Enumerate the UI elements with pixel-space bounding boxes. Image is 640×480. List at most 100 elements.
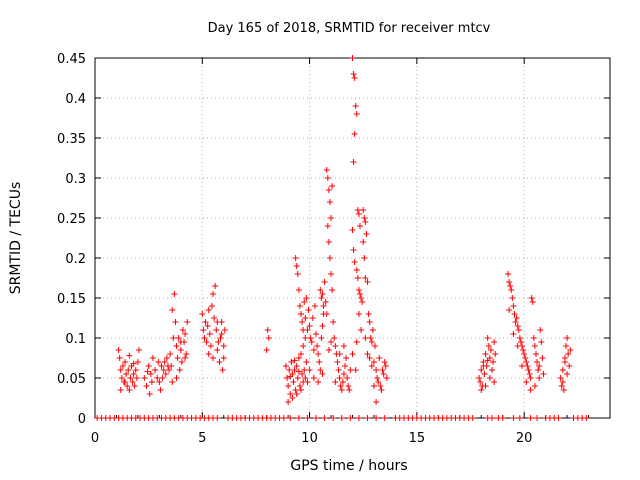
data-point — [200, 327, 207, 333]
data-point — [358, 327, 365, 333]
data-point — [343, 355, 350, 361]
data-point — [485, 343, 492, 349]
data-point — [350, 159, 357, 165]
data-point — [527, 415, 534, 421]
data-point — [351, 259, 358, 265]
data-point — [488, 367, 495, 373]
data-point — [301, 299, 308, 305]
data-point — [352, 367, 359, 373]
data-point — [506, 307, 513, 313]
data-point — [510, 331, 517, 337]
data-point — [353, 267, 360, 273]
data-point — [203, 339, 210, 345]
data-point — [263, 347, 270, 353]
data-point — [335, 367, 342, 373]
data-point — [133, 375, 140, 381]
data-point — [514, 343, 521, 349]
data-point — [135, 347, 142, 353]
data-point — [154, 375, 161, 381]
data-point — [159, 375, 166, 381]
data-point — [325, 347, 332, 353]
data-point — [480, 363, 487, 369]
data-point — [299, 319, 306, 325]
data-point — [505, 271, 512, 277]
data-point — [318, 335, 325, 341]
data-point — [536, 363, 543, 369]
data-point — [558, 383, 565, 389]
data-point — [328, 339, 335, 345]
data-point — [509, 295, 516, 301]
data-point — [175, 335, 182, 341]
data-point — [212, 283, 219, 289]
data-point — [306, 323, 313, 329]
data-point — [298, 351, 304, 357]
data-point — [510, 415, 517, 421]
data-point — [330, 415, 337, 421]
data-point — [372, 343, 379, 349]
data-point — [303, 359, 310, 365]
data-point — [149, 355, 156, 361]
data-point — [145, 363, 152, 369]
data-point — [302, 315, 309, 321]
data-point — [287, 373, 294, 380]
data-point — [179, 327, 186, 333]
data-point — [565, 351, 572, 357]
data-point — [117, 367, 124, 373]
data-point — [350, 247, 357, 253]
data-point — [303, 295, 310, 301]
data-point — [523, 359, 530, 365]
data-point — [287, 415, 294, 421]
data-point — [169, 307, 176, 313]
data-point — [306, 367, 313, 373]
data-point — [300, 343, 307, 349]
data-point — [215, 339, 222, 345]
data-point — [331, 335, 338, 341]
data-point — [125, 367, 132, 373]
data-point — [355, 311, 362, 317]
data-point — [347, 367, 354, 373]
x-tick-label: 10 — [301, 431, 318, 446]
data-point — [508, 287, 515, 293]
y-tick-label: 0.45 — [57, 52, 86, 67]
data-point — [346, 387, 353, 393]
data-point — [173, 343, 180, 349]
data-point — [341, 363, 348, 369]
data-point — [376, 355, 383, 361]
data-point — [361, 215, 368, 221]
data-point — [132, 367, 139, 373]
data-point — [491, 379, 498, 385]
data-point — [304, 415, 311, 421]
data-point — [519, 363, 526, 369]
data-point — [537, 327, 544, 333]
data-point — [201, 335, 208, 341]
x-tick-label: 20 — [516, 431, 533, 446]
data-point — [310, 375, 317, 381]
data-point — [301, 367, 308, 373]
data-point — [146, 391, 153, 397]
data-point — [527, 387, 534, 393]
data-point — [488, 415, 495, 421]
data-point — [478, 387, 485, 393]
data-point — [540, 371, 547, 377]
data-point — [375, 379, 382, 385]
data-point — [345, 383, 352, 389]
data-point — [469, 415, 476, 421]
data-point — [155, 359, 162, 365]
data-point — [514, 323, 521, 329]
data-point — [330, 319, 337, 325]
data-point — [117, 387, 124, 393]
data-point — [167, 351, 174, 357]
data-point — [520, 347, 527, 353]
data-point — [129, 379, 136, 385]
data-point — [124, 383, 131, 389]
data-point — [221, 327, 228, 333]
data-point — [309, 315, 316, 321]
data-point — [211, 315, 218, 321]
data-point — [525, 367, 532, 373]
data-point — [298, 311, 304, 317]
data-point — [172, 319, 179, 325]
data-point — [511, 311, 518, 317]
chart-title: Day 165 of 2018, SRMTID for receiver mtc… — [208, 21, 491, 36]
data-point — [319, 291, 326, 297]
data-point — [296, 303, 303, 309]
